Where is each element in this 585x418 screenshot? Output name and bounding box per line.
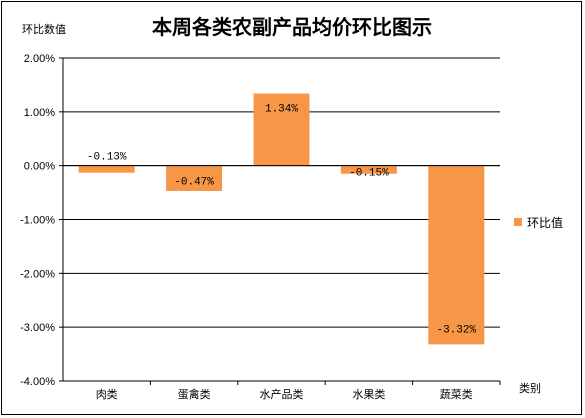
x-tick-label: 水果类 bbox=[352, 387, 385, 401]
legend-swatch bbox=[514, 218, 522, 226]
bars bbox=[78, 93, 485, 345]
bar bbox=[78, 165, 135, 173]
y-tick-label: 1.00% bbox=[24, 107, 55, 119]
x-axis-label: 类别 bbox=[519, 381, 541, 395]
y-axis-label: 环比数值 bbox=[22, 23, 66, 36]
x-tick-label: 肉类 bbox=[96, 387, 118, 401]
y-tick-label: 2.00% bbox=[24, 53, 55, 65]
y-tick-label: -2.00% bbox=[20, 268, 55, 280]
data-label: -3.32% bbox=[436, 324, 476, 336]
y-tick-label: -3.00% bbox=[20, 322, 55, 334]
y-tick-label: 0.00% bbox=[24, 161, 55, 173]
x-tick-label: 水产品类 bbox=[260, 387, 304, 401]
bar bbox=[428, 165, 485, 345]
y-tick-label: -4.00% bbox=[20, 376, 55, 388]
bar bbox=[253, 93, 310, 166]
grid-lines bbox=[63, 57, 500, 382]
data-label: -0.15% bbox=[349, 168, 389, 180]
bar bbox=[340, 165, 397, 174]
data-labels: -0.13% -0.47% 1.34% -0.15% -3.32% bbox=[87, 104, 477, 337]
data-label: 1.34% bbox=[265, 104, 298, 116]
legend: 环比值 bbox=[514, 215, 563, 230]
axes: 2.00% 1.00% 0.00% -1.00% -2.00% -3.00% -4.00% 肉… bbox=[20, 53, 501, 401]
data-label: -0.47% bbox=[174, 176, 214, 188]
x-tick-label: 蛋禽类 bbox=[178, 387, 211, 401]
x-tick-label: 蔬菜类 bbox=[440, 387, 473, 401]
data-label: -0.13% bbox=[87, 152, 127, 164]
legend-label: 环比值 bbox=[527, 215, 563, 230]
bar bbox=[166, 165, 223, 191]
y-tick-label: -1.00% bbox=[20, 215, 55, 227]
chart-title: 本周各类农副产品均价环比图示 bbox=[152, 15, 432, 39]
